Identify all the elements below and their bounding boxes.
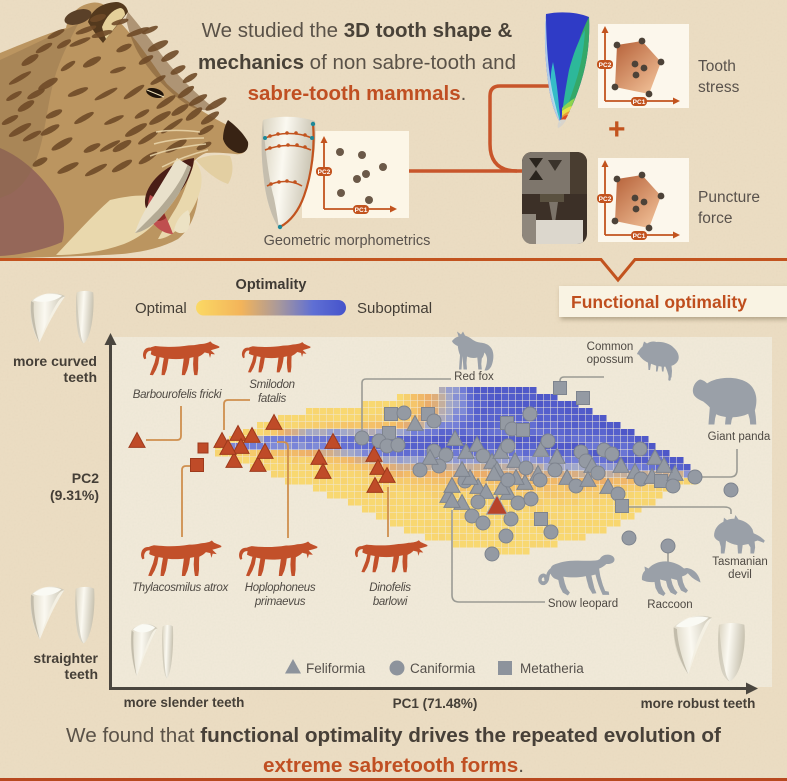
svg-text:PC2: PC2 (599, 196, 612, 203)
svg-text:PC2: PC2 (318, 169, 331, 176)
svg-text:PC1: PC1 (633, 99, 646, 106)
svg-text:PC1: PC1 (633, 233, 646, 240)
svg-text:PC2: PC2 (599, 62, 612, 69)
svg-text:PC1: PC1 (355, 207, 368, 214)
